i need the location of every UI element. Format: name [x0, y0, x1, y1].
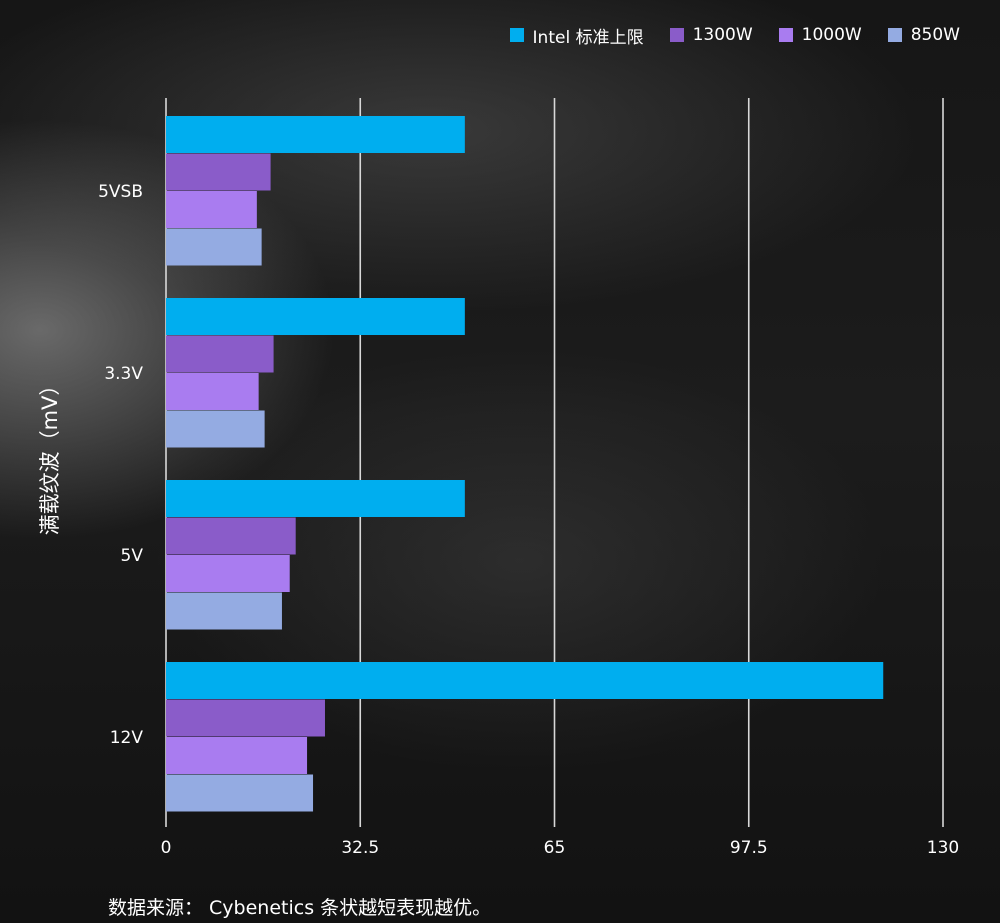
legend-label: 1300W: [692, 25, 753, 45]
bar-12V-1000W: [166, 737, 308, 774]
legend-swatch: [509, 28, 524, 42]
y-axis-label: 满载纹波（mV）: [38, 374, 62, 536]
y-category-label: 12V: [110, 728, 144, 748]
source-footnote: 数据来源： Cybenetics 条状越短表现越优。: [108, 897, 492, 919]
legend-label: 850W: [910, 25, 960, 45]
bar-12V-1300W: [166, 699, 325, 737]
bar-5V-1300W: [166, 517, 296, 555]
x-tick-label: 65: [544, 838, 566, 858]
bar-5VSB-Intel 标准上限: [166, 116, 465, 153]
bar-5VSB-1000W: [166, 191, 257, 228]
bar-5V-Intel 标准上限: [166, 480, 465, 517]
x-tick-label: 130: [927, 838, 959, 858]
legend-label: 1000W: [801, 25, 862, 45]
bar-5V-1000W: [166, 555, 290, 592]
x-tick-label: 0: [161, 838, 172, 858]
legend-item: 1000W: [778, 25, 862, 45]
bar-5VSB-1300W: [166, 153, 271, 191]
bar-3.3V-Intel 标准上限: [166, 298, 465, 335]
bar-3.3V-1000W: [166, 373, 259, 410]
bar-12V-Intel 标准上限: [166, 662, 884, 699]
x-tick-label: 97.5: [730, 838, 768, 858]
legend-label: Intel 标准上限: [532, 27, 644, 48]
legend-item: 1300W: [669, 25, 753, 45]
y-category-label: 5VSB: [98, 182, 143, 202]
legend-swatch: [887, 28, 902, 42]
chart-legend: Intel 标准上限 1300W 1000W 850W: [420, 18, 960, 52]
legend-item: Intel 标准上限: [509, 23, 644, 48]
y-category-label: 3.3V: [104, 364, 143, 384]
legend-swatch: [778, 28, 793, 42]
bar-3.3V-850W: [166, 410, 265, 448]
legend-item: 850W: [887, 25, 960, 45]
bar-5VSB-850W: [166, 228, 262, 266]
y-category-label: 5V: [121, 546, 144, 566]
bar-3.3V-1300W: [166, 335, 274, 373]
legend-swatch: [669, 28, 684, 42]
bar-5V-850W: [166, 592, 282, 630]
x-tick-label: 32.5: [341, 838, 379, 858]
bar-12V-850W: [166, 774, 314, 812]
